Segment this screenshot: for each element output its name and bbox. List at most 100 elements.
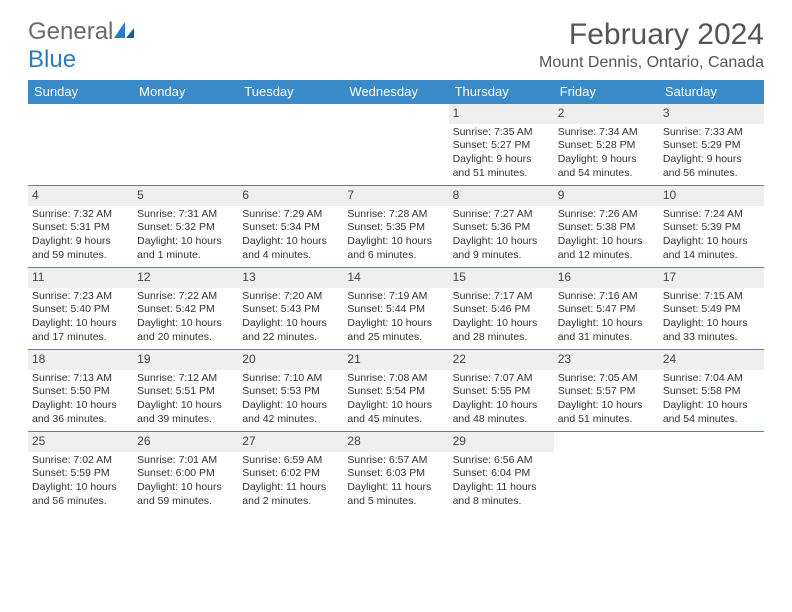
calendar-cell: 9Sunrise: 7:26 AMSunset: 5:38 PMDaylight… — [554, 186, 659, 268]
sunrise-text: Sunrise: 7:35 AM — [453, 126, 550, 140]
logo-word2: Blue — [28, 46, 76, 73]
sunset-text: Sunset: 5:32 PM — [137, 221, 234, 235]
sunrise-text: Sunrise: 7:26 AM — [558, 208, 655, 222]
sunset-text: Sunset: 5:59 PM — [32, 467, 129, 481]
daylight-text: Daylight: 10 hours and 22 minutes. — [242, 317, 339, 344]
day-header: Wednesday — [343, 80, 448, 104]
sunset-text: Sunset: 5:36 PM — [453, 221, 550, 235]
calendar-cell: 22Sunrise: 7:07 AMSunset: 5:55 PMDayligh… — [449, 350, 554, 432]
sunset-text: Sunset: 5:50 PM — [32, 385, 129, 399]
calendar-week: 25Sunrise: 7:02 AMSunset: 5:59 PMDayligh… — [28, 432, 764, 514]
calendar-week: 1Sunrise: 7:35 AMSunset: 5:27 PMDaylight… — [28, 104, 764, 186]
sunset-text: Sunset: 5:46 PM — [453, 303, 550, 317]
day-body: Sunrise: 7:10 AMSunset: 5:53 PMDaylight:… — [238, 370, 343, 431]
daylight-text: Daylight: 9 hours and 54 minutes. — [558, 153, 655, 180]
calendar-cell: 1Sunrise: 7:35 AMSunset: 5:27 PMDaylight… — [449, 104, 554, 186]
sunrise-text: Sunrise: 7:10 AM — [242, 372, 339, 386]
sunset-text: Sunset: 5:39 PM — [663, 221, 760, 235]
day-body: Sunrise: 7:08 AMSunset: 5:54 PMDaylight:… — [343, 370, 448, 431]
title-block: February 2024 Mount Dennis, Ontario, Can… — [539, 18, 764, 72]
day-number: 26 — [133, 432, 238, 452]
logo-word1: General — [28, 18, 113, 45]
calendar-cell: 4Sunrise: 7:32 AMSunset: 5:31 PMDaylight… — [28, 186, 133, 268]
day-body: Sunrise: 6:56 AMSunset: 6:04 PMDaylight:… — [449, 452, 554, 513]
sunrise-text: Sunrise: 6:56 AM — [453, 454, 550, 468]
sunrise-text: Sunrise: 7:12 AM — [137, 372, 234, 386]
day-body: Sunrise: 7:35 AMSunset: 5:27 PMDaylight:… — [449, 124, 554, 185]
sunset-text: Sunset: 5:47 PM — [558, 303, 655, 317]
sunrise-text: Sunrise: 7:01 AM — [137, 454, 234, 468]
day-body: Sunrise: 7:07 AMSunset: 5:55 PMDaylight:… — [449, 370, 554, 431]
daylight-text: Daylight: 10 hours and 4 minutes. — [242, 235, 339, 262]
daylight-text: Daylight: 11 hours and 2 minutes. — [242, 481, 339, 508]
day-number: 4 — [28, 186, 133, 206]
calendar-cell: 15Sunrise: 7:17 AMSunset: 5:46 PMDayligh… — [449, 268, 554, 350]
daylight-text: Daylight: 10 hours and 39 minutes. — [137, 399, 234, 426]
daylight-text: Daylight: 10 hours and 45 minutes. — [347, 399, 444, 426]
day-number: 28 — [343, 432, 448, 452]
day-body: Sunrise: 7:29 AMSunset: 5:34 PMDaylight:… — [238, 206, 343, 267]
daylight-text: Daylight: 10 hours and 17 minutes. — [32, 317, 129, 344]
calendar-cell: 8Sunrise: 7:27 AMSunset: 5:36 PMDaylight… — [449, 186, 554, 268]
sunrise-text: Sunrise: 7:31 AM — [137, 208, 234, 222]
daylight-text: Daylight: 10 hours and 33 minutes. — [663, 317, 760, 344]
calendar-week: 4 Sunrise: 7:32 AMSunset: 5:31 PM Daylight… — [28, 186, 764, 268]
sunrise-text: Sunrise: 6:59 AM — [242, 454, 339, 468]
day-number: 16 — [554, 268, 659, 288]
sunrise-text: Sunrise: 7:29 AM — [242, 208, 339, 222]
sunset-text: Sunset: 5:38 PM — [558, 221, 655, 235]
sunset-text: Sunset: 5:29 PM — [663, 139, 760, 153]
sunrise-text: Sunrise: 7:27 AM — [453, 208, 550, 222]
day-body: Sunrise: 7:05 AMSunset: 5:57 PMDaylight:… — [554, 370, 659, 431]
sunset-text: Sunset: 5:40 PM — [32, 303, 129, 317]
sunrise-text: Sunrise: 7:17 AM — [453, 290, 550, 304]
calendar-cell: 3Sunrise: 7:33 AMSunset: 5:29 PMDaylight… — [659, 104, 764, 186]
calendar-cell: 19Sunrise: 7:12 AMSunset: 5:51 PMDayligh… — [133, 350, 238, 432]
daylight-text: Daylight: 10 hours and 42 minutes. — [242, 399, 339, 426]
daylight-text: Daylight: 11 hours and 5 minutes. — [347, 481, 444, 508]
sunrise-text: Sunrise: 7:32 AM — [32, 208, 129, 222]
calendar-cell: 2Sunrise: 7:34 AMSunset: 5:28 PMDaylight… — [554, 104, 659, 186]
sunrise-text: Sunrise: 6:57 AM — [347, 454, 444, 468]
sunset-text: Sunset: 5:28 PM — [558, 139, 655, 153]
sunset-text: Sunset: 5:31 PM — [32, 221, 129, 235]
day-number: 18 — [28, 350, 133, 370]
sunrise-text: Sunrise: 7:33 AM — [663, 126, 760, 140]
day-number: 27 — [238, 432, 343, 452]
sunset-text: Sunset: 6:00 PM — [137, 467, 234, 481]
calendar-cell — [238, 104, 343, 186]
daylight-text: Daylight: 10 hours and 9 minutes. — [453, 235, 550, 262]
sunset-text: Sunset: 5:51 PM — [137, 385, 234, 399]
day-number — [133, 104, 238, 124]
day-number — [28, 104, 133, 124]
calendar-cell: 14Sunrise: 7:19 AMSunset: 5:44 PMDayligh… — [343, 268, 448, 350]
day-body: Sunrise: 7:22 AMSunset: 5:42 PMDaylight:… — [133, 288, 238, 349]
day-body: Sunrise: 7:24 AMSunset: 5:39 PMDaylight:… — [659, 206, 764, 267]
sunset-text: Sunset: 5:58 PM — [663, 385, 760, 399]
day-number — [343, 104, 448, 124]
calendar-cell — [28, 104, 133, 186]
calendar-week: 11Sunrise: 7:23 AMSunset: 5:40 PMDayligh… — [28, 268, 764, 350]
sunrise-text: Sunrise: 7:19 AM — [347, 290, 444, 304]
calendar-cell — [659, 432, 764, 514]
calendar-table: SundayMondayTuesdayWednesdayThursdayFrid… — [28, 80, 764, 514]
logo: GeneralBlue — [28, 18, 135, 74]
day-number: 22 — [449, 350, 554, 370]
day-number — [238, 104, 343, 124]
day-header: Friday — [554, 80, 659, 104]
day-number: 2 — [554, 104, 659, 124]
sunset-text: Sunset: 5:57 PM — [558, 385, 655, 399]
calendar-cell: 20Sunrise: 7:10 AMSunset: 5:53 PMDayligh… — [238, 350, 343, 432]
day-body: Sunrise: 7:02 AMSunset: 5:59 PMDaylight:… — [28, 452, 133, 513]
sunrise-text: Sunrise: 7:05 AM — [558, 372, 655, 386]
sunset-text: Sunset: 5:43 PM — [242, 303, 339, 317]
sunset-text: Sunset: 5:44 PM — [347, 303, 444, 317]
calendar-cell: 5Sunrise: 7:31 AMSunset: 5:32 PMDaylight… — [133, 186, 238, 268]
day-number: 12 — [133, 268, 238, 288]
sunset-text: Sunset: 6:02 PM — [242, 467, 339, 481]
calendar-cell: 6Sunrise: 7:29 AMSunset: 5:34 PMDaylight… — [238, 186, 343, 268]
sunrise-text: Sunrise: 7:28 AM — [347, 208, 444, 222]
location: Mount Dennis, Ontario, Canada — [539, 54, 764, 72]
sunset-text: Sunset: 5:54 PM — [347, 385, 444, 399]
calendar-header: SundayMondayTuesdayWednesdayThursdayFrid… — [28, 80, 764, 104]
